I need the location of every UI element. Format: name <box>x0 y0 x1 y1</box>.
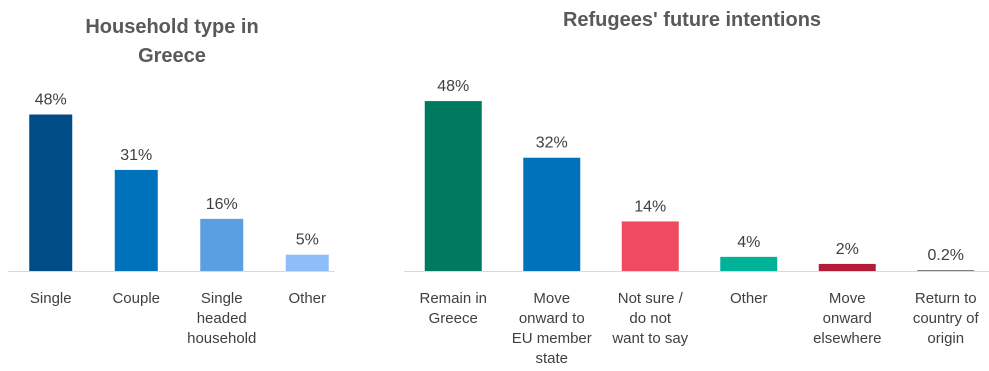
category-label-line: EU member <box>512 330 592 347</box>
data-label: 5% <box>296 232 319 249</box>
category-label: Return to country of origin <box>913 290 980 347</box>
category-label-line: onward <box>823 310 872 327</box>
category-label-line: Move <box>533 290 570 307</box>
category-label: Not sure / do not want to say <box>611 290 688 347</box>
category-label: Single <box>30 290 72 307</box>
data-label: 2% <box>836 241 859 258</box>
bar <box>818 263 876 271</box>
data-label: 32% <box>536 135 568 152</box>
category-label-line: elsewhere <box>813 330 881 347</box>
category-label-line: state <box>535 350 568 367</box>
category-label-line: country of <box>913 310 980 327</box>
category-label-line: Return to <box>915 290 977 307</box>
data-label: 31% <box>120 147 152 164</box>
category-label: Single headed household <box>187 290 256 347</box>
category-label-line: Other <box>288 290 326 307</box>
data-label: 14% <box>634 198 666 215</box>
category-label-line: Single <box>201 290 243 307</box>
category-label-line: want to say <box>611 330 688 347</box>
data-label: 48% <box>437 78 469 95</box>
category-label-line: origin <box>927 330 964 347</box>
data-label: 0.2% <box>928 247 964 264</box>
bar <box>720 256 778 271</box>
refugees-intentions-chart: Refugees' future intentions 48% Remain in… <box>404 9 989 367</box>
category-label-line: headed <box>197 310 247 327</box>
bar <box>285 254 329 271</box>
category-label: Remain in Greece <box>419 290 487 327</box>
data-label: 48% <box>35 92 67 109</box>
household-type-chart: Household type in Greece 48% Single 31% Cou… <box>8 16 335 347</box>
bar <box>424 101 482 271</box>
category-label-line: Other <box>730 290 768 307</box>
chart-title-line: Household type in <box>85 16 258 38</box>
chart-title-line: Greece <box>138 45 206 67</box>
category-label-line: onward to <box>519 310 585 327</box>
category-label-line: Remain in <box>419 290 487 307</box>
chart-title-line: Refugees' future intentions <box>563 9 821 31</box>
bar <box>917 270 975 271</box>
bar <box>523 157 581 271</box>
category-label: Move onward to EU member state <box>512 290 592 367</box>
data-label: 4% <box>737 234 760 251</box>
category-label: Other <box>288 290 326 307</box>
category-label-line: household <box>187 330 256 347</box>
category-label-line: Single <box>30 290 72 307</box>
category-label: Other <box>730 290 768 307</box>
category-label-line: Couple <box>112 290 160 307</box>
category-label-line: do not <box>629 310 672 327</box>
data-label: 16% <box>206 196 238 213</box>
category-label-line: Move <box>829 290 866 307</box>
category-label: Couple <box>112 290 160 307</box>
category-label-line: Greece <box>429 310 478 327</box>
bar <box>200 218 244 271</box>
bar <box>621 221 679 271</box>
category-label: Move onward elsewhere <box>813 290 881 347</box>
category-label-line: Not sure / <box>618 290 684 307</box>
bar <box>29 114 73 272</box>
bar <box>114 169 158 271</box>
